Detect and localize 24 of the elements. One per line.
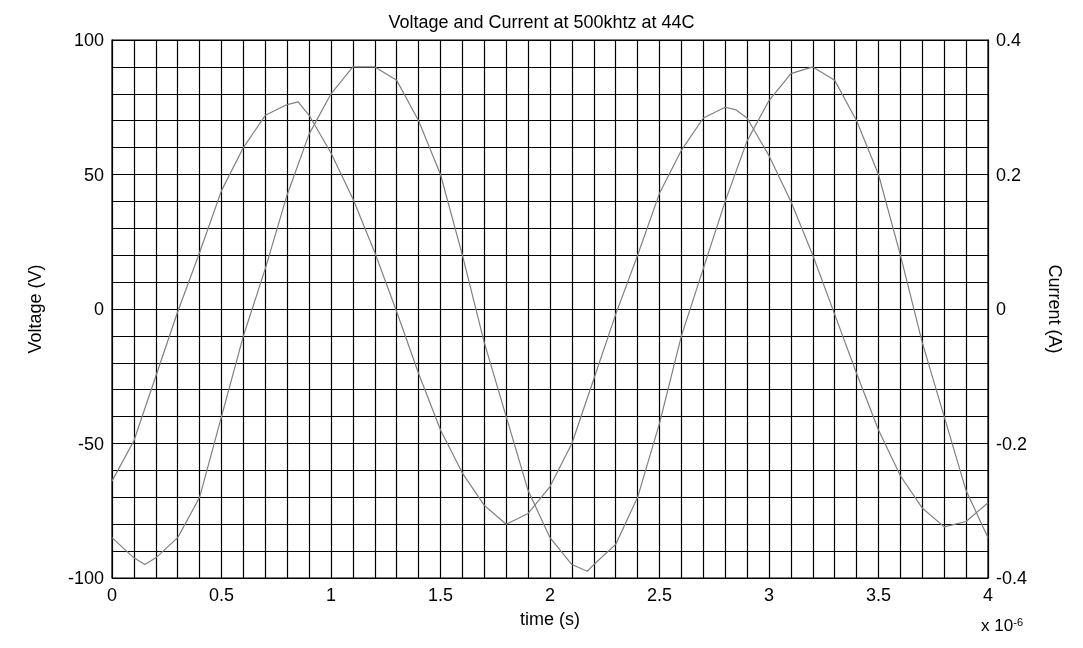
line-series [111, 66, 989, 572]
y-axis-title: Voltage (V) [25, 264, 45, 354]
y-tick-label: 0 [93, 299, 104, 319]
x-tick-label: 1.5 [427, 585, 454, 605]
y2-tick-label: 0.4 [996, 30, 1022, 50]
x-tick-label: 0 [106, 585, 118, 605]
y-tick-label: -100 [67, 568, 104, 588]
x-tick-label: 2.5 [646, 585, 673, 605]
y2-tick-label: 0 [996, 299, 1007, 319]
y2-tick-label: -0.2 [996, 433, 1028, 454]
x-axis-title: time (s) [520, 609, 580, 629]
x-tick-label: 3.5 [865, 585, 892, 605]
x-tick-label: 2 [544, 585, 556, 605]
x-tick-label: 1 [325, 585, 337, 605]
y2-tick-label: 0.2 [996, 164, 1022, 185]
y2-axis-title: Current (A) [1045, 264, 1065, 354]
x-tick-label: 3 [763, 585, 775, 605]
x-tick-label: 0.5 [208, 585, 235, 605]
y-tick-label: -50 [77, 433, 104, 454]
chart-title: Voltage and Current at 500khtz at 44C [388, 12, 695, 32]
y-tick-label: 50 [83, 164, 104, 185]
y-tick-label: 100 [73, 30, 104, 50]
y2-tick-label: -0.4 [996, 568, 1028, 588]
x-tick-label: 4 [982, 585, 994, 605]
